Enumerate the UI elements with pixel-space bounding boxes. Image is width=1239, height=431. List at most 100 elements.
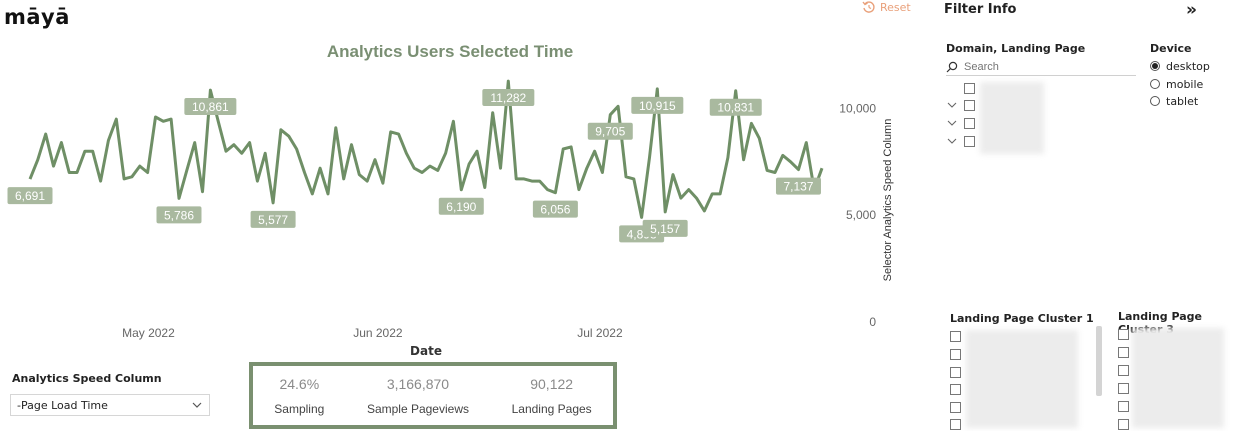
kpi-value: 24.6%: [279, 376, 320, 392]
tree-row[interactable]: [946, 98, 975, 112]
cluster3-item[interactable]: [1118, 382, 1129, 394]
checkbox[interactable]: [950, 418, 961, 430]
cluster3-item[interactable]: [1118, 346, 1129, 358]
speed-dropdown-value: -Page Load Time: [17, 398, 108, 412]
data-label-text: 10,861: [192, 100, 229, 114]
cluster1-item[interactable]: [950, 418, 961, 430]
chevron-down-icon[interactable]: [946, 135, 958, 147]
series-line: [28, 79, 824, 219]
kpi-sample-pageviews: 3,166,870 Sample Pageviews: [367, 376, 469, 416]
cluster1-label: Landing Page Cluster 1: [950, 312, 1094, 325]
data-label: 11,282: [482, 89, 535, 107]
tree-row[interactable]: [946, 116, 975, 130]
checkbox[interactable]: [1118, 364, 1129, 376]
redacted-cluster3-list: [1132, 328, 1224, 428]
checkbox[interactable]: [1118, 346, 1129, 358]
checkbox[interactable]: [950, 401, 961, 413]
cluster1-scrollbar[interactable]: [1096, 326, 1102, 396]
maya-logo: māyā: [4, 5, 70, 29]
data-label-box: [482, 89, 535, 107]
device-option-mobile[interactable]: mobile: [1150, 77, 1203, 91]
line-chart[interactable]: 10,000 5,000 0 May 2022 Jun 2022 Jul 2022 6,…: [0, 0, 910, 360]
kpi-landing-pages: 90,122 Landing Pages: [512, 376, 592, 416]
data-label-text: 5,157: [650, 222, 680, 236]
chevron-down-icon[interactable]: [946, 99, 958, 111]
reset-label: Reset: [880, 0, 911, 14]
tree-row[interactable]: [946, 134, 975, 148]
domain-search[interactable]: [946, 58, 1136, 76]
kpi-card: 24.6% Sampling 3,166,870 Sample Pageview…: [249, 362, 617, 429]
data-label-box: [775, 177, 821, 195]
checkbox[interactable]: [1118, 328, 1129, 340]
kpi-sampling: 24.6% Sampling: [274, 376, 324, 416]
y-tick-label: 0: [869, 315, 876, 329]
y-tick-label: 5,000: [846, 208, 876, 222]
kpi-label: Landing Pages: [511, 402, 592, 416]
data-label-box: [631, 96, 684, 114]
data-label-box: [709, 98, 762, 116]
domain-slicer-label: Domain, Landing Page: [946, 42, 1086, 55]
kpi-value: 90,122: [530, 376, 574, 392]
reset-icon: [862, 1, 875, 13]
data-label-box: [642, 219, 688, 237]
search-input[interactable]: [964, 60, 1124, 73]
x-axis-title: Date: [410, 344, 442, 358]
data-label: 5,786: [156, 206, 202, 224]
data-label: 9,705: [587, 122, 633, 140]
data-label: 5,577: [250, 210, 296, 228]
cluster1-item[interactable]: [950, 348, 961, 360]
chevron-down-icon: [192, 402, 202, 408]
data-label: 6,691: [7, 187, 53, 205]
device-option-label: tablet: [1166, 94, 1199, 108]
checkbox[interactable]: [1118, 418, 1129, 430]
cluster1-item[interactable]: [950, 383, 961, 395]
data-label: 6,056: [532, 200, 578, 218]
reset-button[interactable]: Reset: [862, 0, 911, 14]
data-label-box: [587, 122, 633, 140]
checkbox[interactable]: [1118, 382, 1129, 394]
data-label: 10,861: [184, 98, 237, 116]
checkbox[interactable]: [950, 383, 961, 395]
data-label: 10,831: [709, 98, 762, 116]
checkbox[interactable]: [964, 99, 975, 111]
cluster1-item[interactable]: [950, 401, 961, 413]
collapse-pane-icon[interactable]: »: [1186, 0, 1197, 20]
device-option-tablet[interactable]: tablet: [1150, 94, 1198, 108]
radio-selected[interactable]: [1150, 61, 1160, 71]
cluster3-item[interactable]: [1118, 418, 1129, 430]
data-label: 10,915: [631, 96, 684, 114]
data-label-text: 7,137: [783, 180, 813, 194]
data-label-text: 10,915: [639, 99, 676, 113]
checkbox[interactable]: [950, 366, 961, 378]
data-label-text: 5,577: [258, 213, 288, 227]
checkbox[interactable]: [964, 82, 975, 94]
speed-slicer-label: Analytics Speed Column: [12, 372, 162, 385]
checkbox[interactable]: [950, 348, 961, 360]
cluster3-item[interactable]: [1118, 328, 1129, 340]
cluster1-item[interactable]: [950, 366, 961, 378]
radio[interactable]: [1150, 96, 1160, 106]
speed-dropdown[interactable]: -Page Load Time: [10, 394, 210, 416]
data-label: 7,137: [775, 177, 821, 195]
cluster3-item[interactable]: [1118, 364, 1129, 376]
x-tick-label: Jul 2022: [577, 326, 623, 340]
device-option-label: mobile: [1166, 77, 1204, 91]
chart-title: Analytics Users Selected Time: [326, 42, 574, 61]
data-label-text: 6,691: [15, 189, 45, 203]
checkbox[interactable]: [964, 117, 975, 129]
search-icon: [946, 61, 958, 72]
tree-row[interactable]: [946, 81, 975, 95]
chevron-down-icon[interactable]: [946, 117, 958, 129]
device-option-desktop[interactable]: desktop: [1150, 59, 1210, 73]
data-label-box: [250, 210, 296, 228]
data-label-text: 9,705: [595, 125, 625, 139]
radio[interactable]: [1150, 79, 1160, 89]
checkbox[interactable]: [964, 135, 975, 147]
x-tick-label: May 2022: [122, 326, 175, 340]
cluster1-item[interactable]: [950, 330, 961, 342]
kpi-label: Sampling: [274, 402, 325, 416]
cluster3-item[interactable]: [1118, 400, 1129, 412]
checkbox[interactable]: [1118, 400, 1129, 412]
data-label: 6,190: [438, 197, 484, 215]
checkbox[interactable]: [950, 330, 961, 342]
